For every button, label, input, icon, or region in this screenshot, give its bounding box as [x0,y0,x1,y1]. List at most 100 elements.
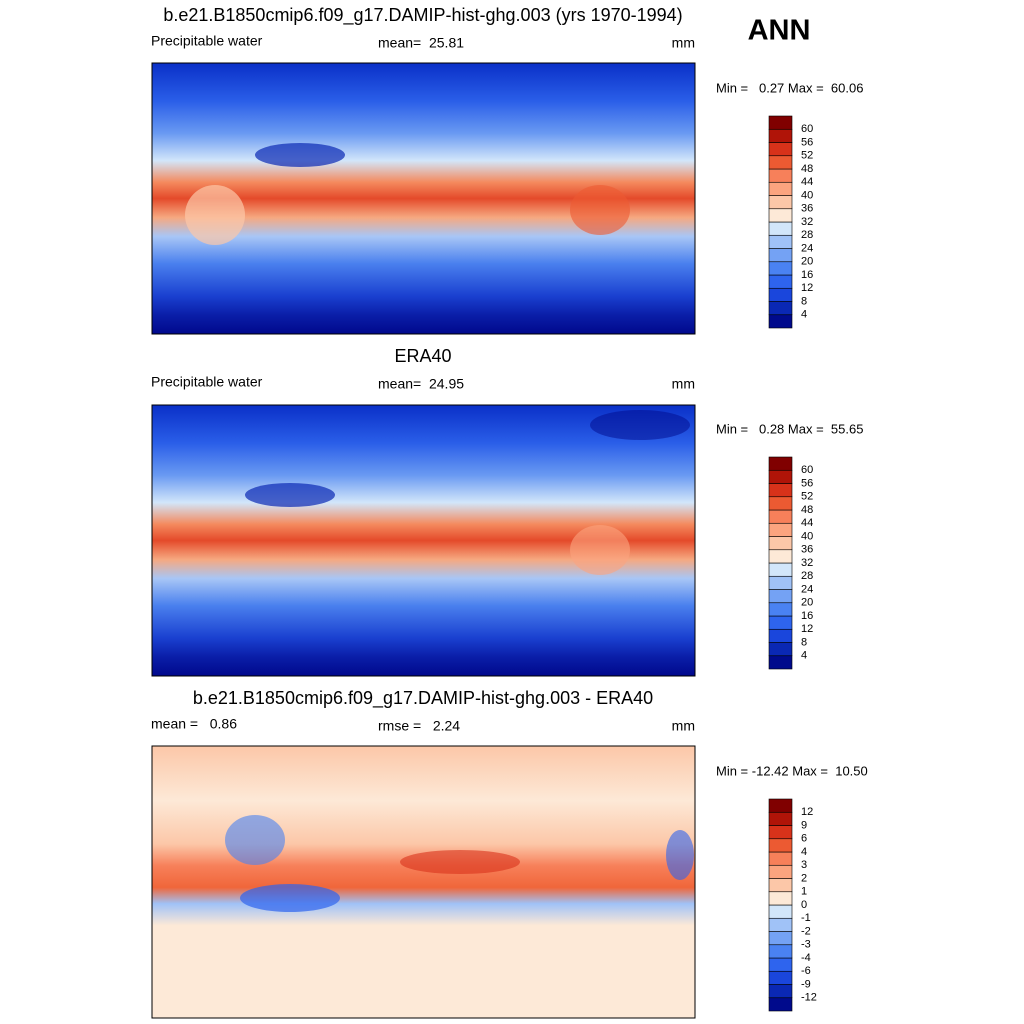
colorbar-label: 44 [801,176,813,188]
map-feature [240,884,340,912]
colorbar-label: -3 [801,939,811,951]
colorbar-box [768,128,793,143]
colorbar-label: 3 [801,859,807,871]
colorbar-label: 8 [801,636,807,648]
colorbar-label: 52 [801,491,813,503]
colorbar-box [768,234,793,249]
colorbar-box [768,628,793,643]
colorbar-box [768,904,793,919]
colorbar-label: 48 [801,163,813,175]
colorbar-label: 9 [801,819,807,831]
colorbar-label: 56 [801,136,813,148]
colorbar-label: 12 [801,282,813,294]
colorbar-box [768,509,793,524]
panel-title: ERA40 [394,346,451,366]
colorbar-box [768,456,793,471]
colorbar-box [768,602,793,617]
colorbar-label: 36 [801,203,813,215]
map-feature [590,410,690,440]
colorbar-box [768,562,793,577]
colorbar-box [768,469,793,484]
colorbar-box [768,575,793,590]
colorbar-label: 4 [801,309,807,321]
colorbar-box [768,314,793,329]
colorbar-box [768,115,793,130]
map-feature [570,525,630,575]
colorbar-label: 24 [801,583,813,595]
colorbar-box [768,221,793,236]
map-feature [666,830,694,880]
colorbar-box [768,274,793,289]
colorbar-label: 24 [801,242,813,254]
center-label: mean= 24.95 [378,376,464,392]
panel-title: b.e21.B1850cmip6.f09_g17.DAMIP-hist-ghg.… [193,688,653,709]
colorbar-box [768,891,793,906]
colorbar-label: -9 [801,978,811,990]
min-max: Min = 0.28 Max = 55.65 [716,421,863,436]
colorbar-box [768,944,793,959]
colorbar-label: 4 [801,846,807,858]
colorbar-box [768,261,793,276]
left-label: mean = 0.86 [151,716,237,732]
colorbar-box [768,549,793,564]
colorbar-label: 16 [801,269,813,281]
map [151,745,696,1019]
map-feature [245,483,335,507]
colorbar-label: 40 [801,530,813,542]
colorbar-label: 16 [801,610,813,622]
colorbar-label: 60 [801,123,813,135]
colorbar-label: 4 [801,650,807,662]
map-feature [185,185,245,245]
colorbar-box [768,589,793,604]
colorbar-label: 36 [801,544,813,556]
colorbar-box [768,917,793,932]
colorbar-box [768,838,793,853]
map-feature [255,143,345,167]
colorbar-label: 8 [801,295,807,307]
min-max: Min = 0.27 Max = 60.06 [716,80,863,95]
colorbar-box [768,957,793,972]
colorbar-label: 56 [801,477,813,489]
colorbar-label: 44 [801,517,813,529]
season-label: ANN [748,15,811,47]
colorbar-box [768,195,793,210]
colorbar-box [768,878,793,893]
colorbar-box [768,655,793,670]
colorbar-box [768,931,793,946]
colorbar-label: 2 [801,872,807,884]
colorbar-label: 40 [801,189,813,201]
colorbar-box [768,287,793,302]
map-feature [570,185,630,235]
panel-title: b.e21.B1850cmip6.f09_g17.DAMIP-hist-ghg.… [163,5,682,26]
center-label: mean= 25.81 [378,35,464,51]
colorbar-label: -2 [801,925,811,937]
colorbar-box [768,181,793,196]
units-label: mm [672,718,695,734]
colorbar-box [768,142,793,157]
colorbar-box [768,168,793,183]
units-label: mm [672,35,695,51]
colorbar-label: 48 [801,504,813,516]
colorbar-box [768,496,793,511]
colorbar-label: 12 [801,623,813,635]
colorbar-box [768,301,793,316]
colorbar-label: 0 [801,899,807,911]
colorbar-label: -12 [801,992,817,1004]
colorbar-box [768,851,793,866]
units-label: mm [672,376,695,392]
map-feature [400,850,520,874]
colorbar-label: 1 [801,886,807,898]
colorbar-box [768,642,793,657]
colorbar-label: 60 [801,464,813,476]
colorbar-box [768,483,793,498]
colorbar-label: -6 [801,965,811,977]
center-label: rmse = 2.24 [378,718,460,734]
colorbar-box [768,864,793,879]
colorbar-label: 32 [801,216,813,228]
colorbar-box [768,811,793,826]
colorbar-label: 52 [801,150,813,162]
colorbar-box [768,248,793,263]
colorbar-box [768,825,793,840]
min-max: Min = -12.42 Max = 10.50 [716,763,868,778]
